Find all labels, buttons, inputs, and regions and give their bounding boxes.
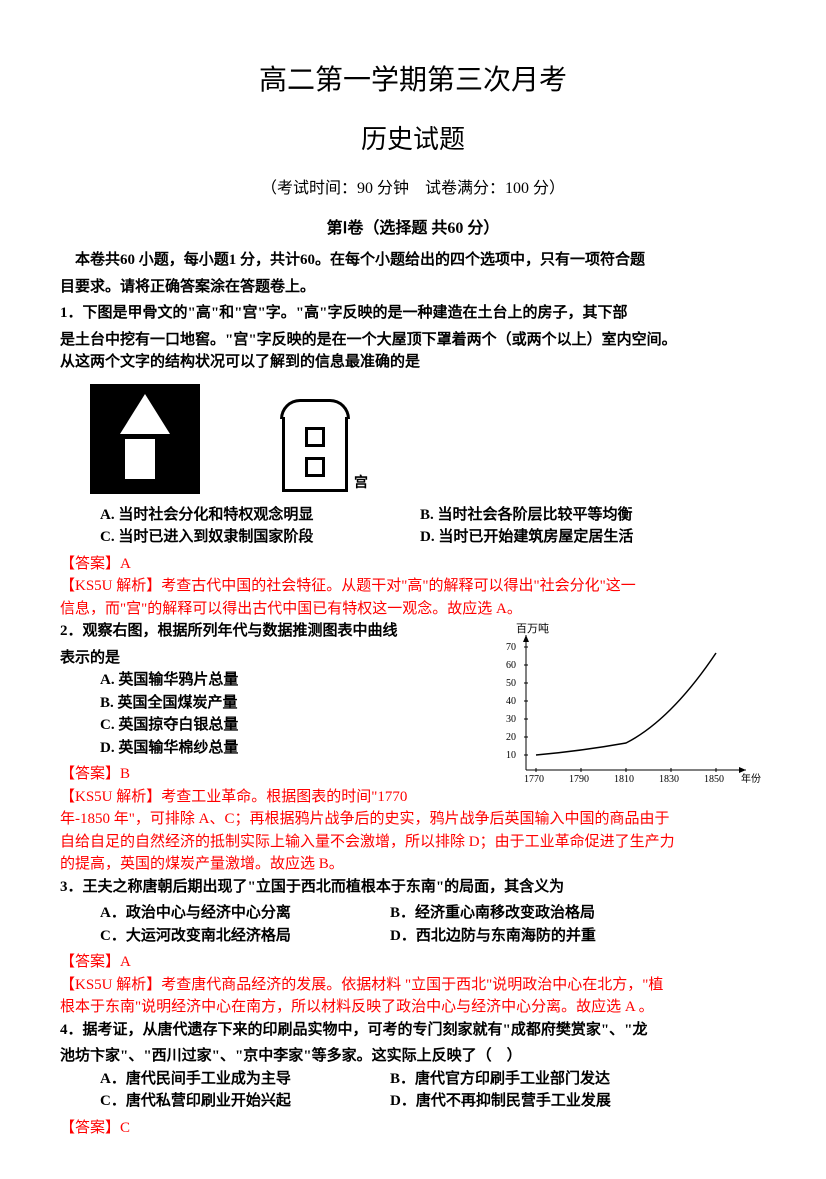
q2-answer: 【答案】B <box>60 763 476 786</box>
q4-option-b: B．唐代官方印刷手工业部门发达 <box>390 1068 610 1091</box>
q1-option-a: A. 当时社会分化和特权观念明显 <box>100 504 420 527</box>
q4-option-d: D．唐代不再抑制民营手工业发展 <box>390 1090 611 1113</box>
instructions-line: 本卷共60 小题，每小题1 分，共计60。在每个小题给出的四个选项中，只有一项符… <box>60 249 766 272</box>
chart-ytick: 40 <box>506 696 516 707</box>
q2-analysis: 的提高，英国的煤炭产量激增。故应选 B。 <box>60 853 766 876</box>
q2-option-a: A. 英国输华鸦片总量 <box>100 669 476 692</box>
q2-option-d: D. 英国输华棉纱总量 <box>100 737 476 760</box>
question-2-text: 表示的是 <box>60 647 476 670</box>
q2-analysis: 自给自足的自然经济的抵制实际上输入量不会激增，所以排除 D；由于工业革命促进了生… <box>60 831 766 854</box>
chart-ytick: 50 <box>506 678 516 689</box>
chart-x-label: 年份 <box>741 772 761 785</box>
q3-analysis: 根本于东南"说明经济中心在南方，所以材料反映了政治中心与经济中心分离。故应选 A… <box>60 996 766 1019</box>
question-2-text: 2．观察右图，根据所列年代与数据推测图表中曲线 <box>60 620 476 643</box>
q3-answer: 【答案】A <box>60 951 766 974</box>
q2-analysis: 【KS5U 解析】考查工业革命。根据图表的时间"1770 <box>60 786 476 809</box>
chart-xtick: 1830 <box>659 774 679 785</box>
q1-option-b: B. 当时社会各阶层比较平等均衡 <box>420 504 766 527</box>
gong-label: 宫 <box>354 473 368 494</box>
chart-curve <box>536 653 716 755</box>
question-4-text: 池坊卞家"、"西川过家"、"京中李家"等多家。这实际上反映了（ ） <box>60 1045 766 1068</box>
chart-xtick: 1850 <box>704 774 724 785</box>
chart-ytick: 60 <box>506 660 516 671</box>
q1-analysis: 【KS5U 解析】考查古代中国的社会特征。从题干对"高"的解释可以得出"社会分化… <box>60 575 766 598</box>
q4-answer: 【答案】C <box>60 1117 766 1140</box>
question-1-text: 1．下图是甲骨文的"高"和"宫"字。"高"字反映的是一种建造在土台上的房子，其下… <box>60 302 766 325</box>
q4-option-c: C．唐代私营印刷业开始兴起 <box>100 1090 390 1113</box>
q3-option-b: B．经济重心南移改变政治格局 <box>390 902 595 925</box>
oracle-gong-wrap: 宫 <box>280 399 368 494</box>
q2-chart: 百万吨 70 60 50 40 30 20 10 1770 1790 1810 … <box>486 620 766 790</box>
q2-analysis: 年-1850 年"，可排除 A、C；再根据鸦片战争后的史实，鸦片战争后英国输入中… <box>60 808 766 831</box>
oracle-gong-character <box>280 399 350 494</box>
q3-analysis: 【KS5U 解析】考查唐代商品经济的发展。依据材料 "立国于西北"说明政治中心在… <box>60 974 766 997</box>
chart-ytick: 70 <box>506 642 516 653</box>
q1-answer: 【答案】A <box>60 553 766 576</box>
q1-analysis: 信息，而"宫"的解释可以得出古代中国已有特权这一观念。故应选 A。 <box>60 598 766 621</box>
chart-ytick: 10 <box>506 750 516 761</box>
chart-xtick: 1790 <box>569 774 589 785</box>
q3-option-c: C．大运河改变南北经济格局 <box>100 925 390 948</box>
q4-option-a: A．唐代民间手工业成为主导 <box>100 1068 390 1091</box>
q3-option-a: A．政治中心与经济中心分离 <box>100 902 390 925</box>
chart-ytick: 30 <box>506 714 516 725</box>
q1-option-d: D. 当时已开始建筑房屋定居生活 <box>420 526 766 549</box>
title-sub: 历史试题 <box>60 120 766 159</box>
section-header: 第Ⅰ卷（选择题 共60 分） <box>60 217 766 241</box>
oracle-bone-images: 宫 <box>90 384 766 494</box>
q2-option-c: C. 英国掠夺白银总量 <box>100 714 476 737</box>
q1-option-c: C. 当时已进入到奴隶制国家阶段 <box>100 526 420 549</box>
exam-info: （考试时间：90 分钟 试卷满分：100 分） <box>60 177 766 201</box>
question-1-text: 从这两个文字的结构状况可以了解到的信息最准确的是 <box>60 351 766 374</box>
question-3-text: 3．王夫之称唐朝后期出现了"立国于西北而植根本于东南"的局面，其含义为 <box>60 876 766 899</box>
instructions-line: 目要求。请将正确答案涂在答题卷上。 <box>60 276 766 299</box>
question-4-text: 4．据考证，从唐代遗存下来的印刷品实物中，可考的专门刻家就有"成都府樊赏家"、"… <box>60 1019 766 1042</box>
q3-option-d: D．西北边防与东南海防的并重 <box>390 925 596 948</box>
chart-svg: 百万吨 70 60 50 40 30 20 10 1770 1790 1810 … <box>486 620 766 790</box>
question-1-text: 是土台中挖有一口地窖。"宫"字反映的是在一个大屋顶下罩着两个（或两个以上）室内空… <box>60 329 766 352</box>
chart-xtick: 1810 <box>614 774 634 785</box>
chart-y-label: 百万吨 <box>516 622 549 635</box>
chart-ytick: 20 <box>506 732 516 743</box>
title-main: 高二第一学期第三次月考 <box>60 60 766 102</box>
oracle-gao-character <box>90 384 200 494</box>
q2-option-b: B. 英国全国煤炭产量 <box>100 692 476 715</box>
chart-xtick: 1770 <box>524 774 544 785</box>
